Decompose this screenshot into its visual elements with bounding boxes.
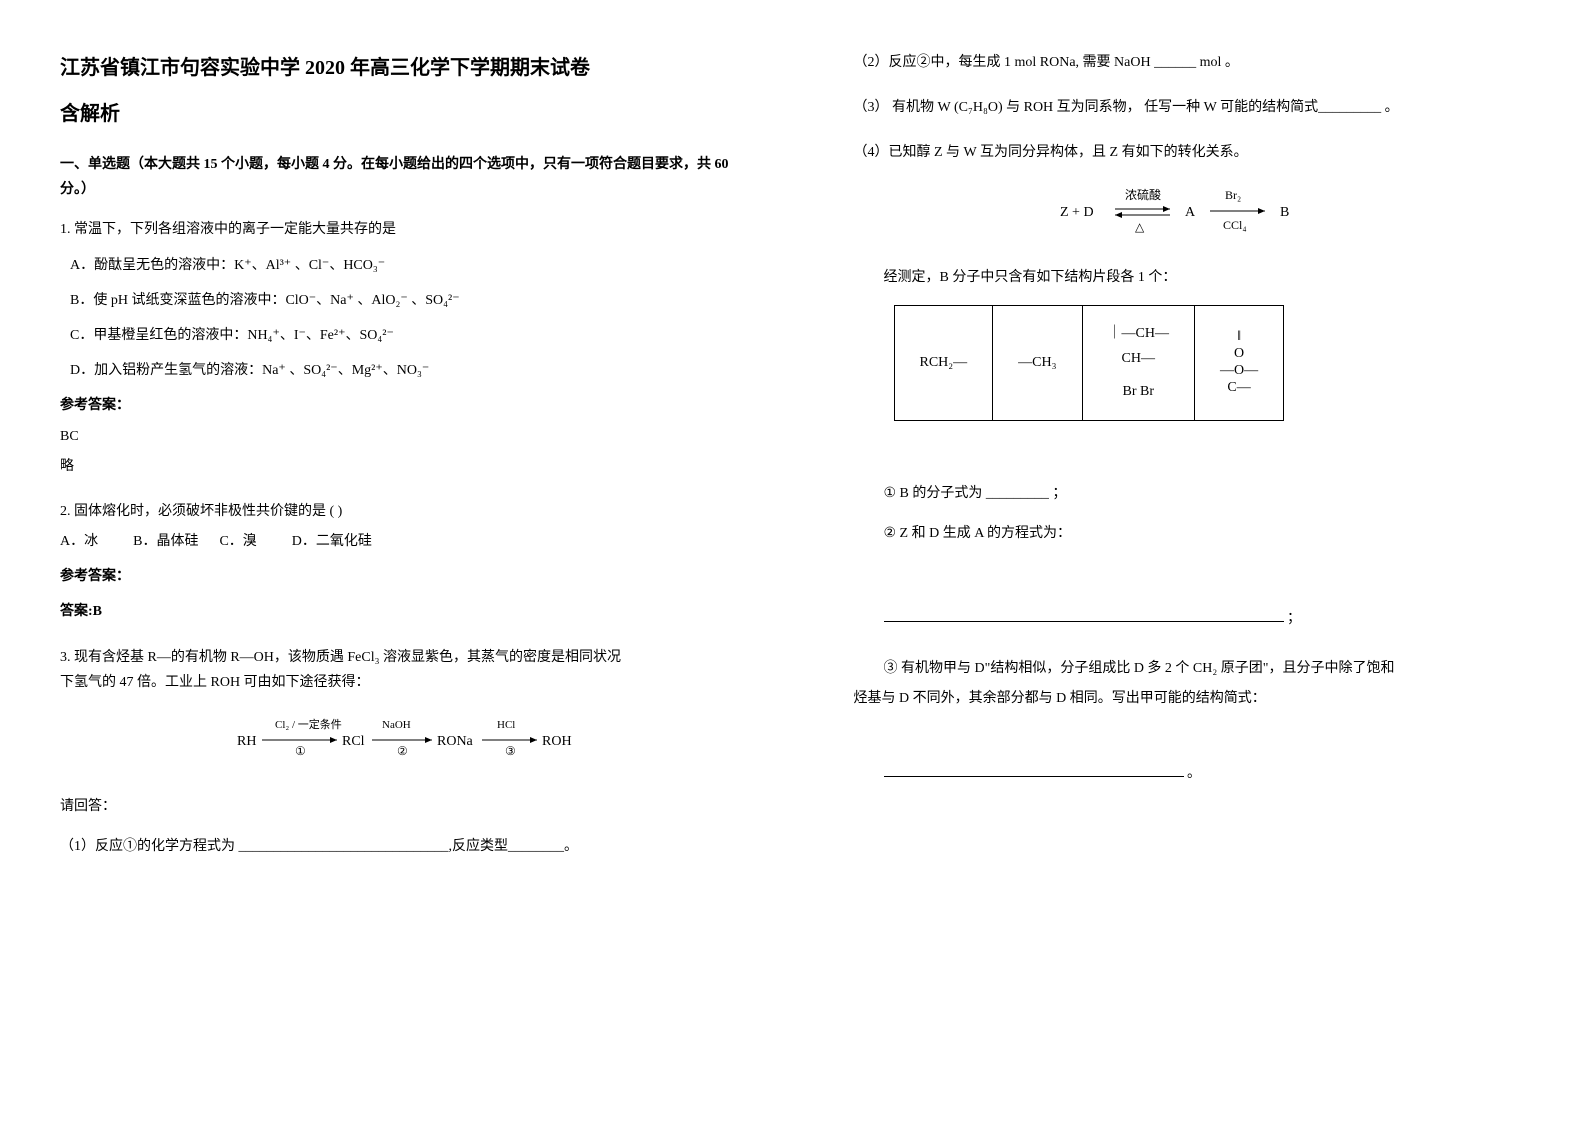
question-1: 1. 常温下，下列各组溶液中的离子一定能大量共存的是 A．酚酞呈无色的溶液中：K…	[60, 217, 734, 479]
q1-option-a: A．酚酞呈无色的溶液中：K⁺、Al³⁺ 、Cl⁻、HCO₃⁻	[60, 253, 734, 278]
q3-sub3: （3） 有机物 W (C₇H₈O) 与 ROH 互为同系物， 任写一种 W 可能…	[854, 95, 1528, 120]
reagent-rona: RONa	[437, 734, 474, 749]
left-column: 江苏省镇江市句容实验中学 2020 年高三化学下学期期末试卷 含解析 一、单选题…	[0, 0, 794, 1122]
blank-line-1	[884, 621, 1284, 622]
r2-bot2: CCl₄	[1223, 218, 1247, 232]
q3-sub4: （4）已知醇 Z 与 W 互为同分异构体，且 Z 有如下的转化关系。	[854, 140, 1528, 165]
step-3: ③	[505, 744, 516, 758]
r2-left: Z + D	[1060, 205, 1094, 220]
reaction-pathway: RH Cl₂ / 一定条件 ① RCl NaOH ② RONa HCl ③ RO…	[60, 710, 734, 779]
frag-3-l2: CH—	[1108, 346, 1169, 371]
q1-note: 略	[60, 454, 734, 479]
frag-4-l4: C—	[1220, 380, 1258, 397]
q3-continued: （2）反应②中，每生成 1 mol RONa, 需要 NaOH ______ m…	[854, 50, 1528, 787]
r2-top1: 浓硫酸	[1125, 187, 1161, 202]
right-column: （2）反应②中，每生成 1 mol RONa, 需要 NaOH ______ m…	[794, 0, 1587, 1122]
step-2: ②	[397, 744, 408, 758]
section-1-heading: 一、单选题（本大题共 15 个小题，每小题 4 分。在每小题给出的四个选项中，只…	[60, 152, 734, 202]
exam-title: 江苏省镇江市句容实验中学 2020 年高三化学下学期期末试卷	[60, 50, 734, 86]
sub-b2: ② Z 和 D 生成 A 的方程式为：	[884, 521, 1528, 546]
r2-bot1: △	[1135, 220, 1145, 234]
cond-2: NaOH	[382, 719, 411, 731]
cond-3: HCl	[497, 719, 515, 731]
q3-prompt: 请回答：	[60, 794, 734, 819]
r2-top2: Br₂	[1225, 188, 1241, 202]
frag-1: RCH₂—	[894, 305, 993, 420]
frag-3: ｜—CH— CH— Br Br	[1082, 305, 1194, 420]
r2-mid: A	[1185, 205, 1196, 220]
sub-b3-l2: 烃基与 D 不同外，其余部分都与 D 相同。写出甲可能的结构简式：	[854, 686, 1528, 711]
structure-fragments-table: RCH₂— —CH₃ ｜—CH— CH— Br Br ‖ O —O— C—	[894, 305, 1285, 421]
question-2: 2. 固体熔化时，必须破坏非极性共价键的是 ( ) A．冰 B．晶体硅 C．溴 …	[60, 499, 734, 625]
reagent-rcl: RCl	[342, 734, 365, 749]
q1-answer-label: 参考答案：	[60, 393, 734, 418]
transformation-reaction: Z + D 浓硫酸 △ A Br₂ CCl₄ B	[854, 181, 1528, 250]
q2-stem: 2. 固体熔化时，必须破坏非极性共价键的是 ( )	[60, 499, 734, 524]
q1-option-d: D．加入铝粉产生氢气的溶液：Na⁺ 、SO₄²⁻、Mg²⁺、NO₃⁻	[60, 358, 734, 383]
q1-stem: 1. 常温下，下列各组溶液中的离子一定能大量共存的是	[60, 217, 734, 242]
cond-1: Cl₂ / 一定条件	[275, 717, 342, 731]
period-end: 。	[1187, 766, 1201, 781]
frag-4-l3: —O—	[1220, 363, 1258, 380]
q2-options: A．冰 B．晶体硅 C．溴 D．二氧化硅	[60, 529, 734, 554]
q2-answer: 答案:B	[60, 599, 734, 624]
measure-text: 经测定，B 分子中只含有如下结构片段各 1 个：	[884, 265, 1528, 290]
q3-sub2: （2）反应②中，每生成 1 mol RONa, 需要 NaOH ______ m…	[854, 50, 1528, 75]
sub-b1: ① B 的分子式为 _________ ；	[884, 481, 1528, 506]
frag-3-l1: ｜—CH—	[1108, 321, 1169, 346]
semicolon-1: ；	[1287, 611, 1301, 626]
exam-subtitle: 含解析	[60, 96, 734, 132]
frag-3-l3: Br Br	[1108, 379, 1169, 404]
frag-4: ‖ O —O— C—	[1194, 305, 1283, 420]
frag-2: —CH₃	[993, 305, 1082, 420]
frag-4-l1: ‖	[1237, 329, 1241, 344]
q1-option-b: B．使 pH 试纸变深蓝色的溶液中：ClO⁻、Na⁺ 、AlO₂⁻ 、SO₄²⁻	[60, 288, 734, 313]
q3-sub1: （1）反应①的化学方程式为 __________________________…	[60, 834, 734, 859]
reaction2-svg: Z + D 浓硫酸 △ A Br₂ CCl₄ B	[1030, 181, 1350, 241]
r2-right: B	[1280, 205, 1289, 220]
q3-stem-line2: 下氢气的 47 倍。工业上 ROH 可由如下途径获得：	[60, 670, 734, 695]
q3-stem-line1: 3. 现有含烃基 R—的有机物 R—OH，该物质遇 FeCl₃ 溶液显紫色，其蒸…	[60, 645, 734, 670]
step-1: ①	[295, 744, 306, 758]
question-3: 3. 现有含烃基 R—的有机物 R—OH，该物质遇 FeCl₃ 溶液显紫色，其蒸…	[60, 645, 734, 860]
q1-answer: BC	[60, 424, 734, 449]
blank-line-2	[884, 776, 1184, 777]
q1-option-c: C．甲基橙呈红色的溶液中：NH₄⁺、I⁻、Fe²⁺、SO₄²⁻	[60, 323, 734, 348]
reagent-roh: ROH	[542, 734, 572, 749]
frag-4-l2: O	[1234, 346, 1244, 361]
reaction-svg: RH Cl₂ / 一定条件 ① RCl NaOH ② RONa HCl ③ RO…	[217, 710, 577, 770]
reagent-rh: RH	[237, 734, 256, 749]
q2-answer-label: 参考答案：	[60, 564, 734, 589]
sub-b3-l1: ③ 有机物甲与 D"结构相似，分子组成比 D 多 2 个 CH₂ 原子团"，且分…	[884, 656, 1528, 681]
